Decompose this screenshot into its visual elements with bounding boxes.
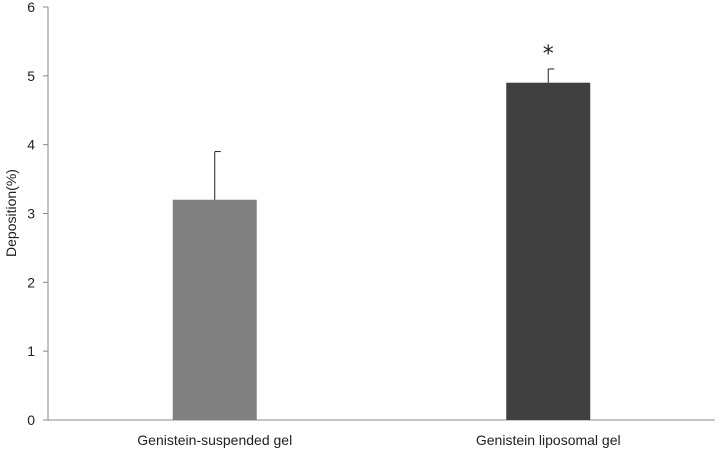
- category-label-1: Genistein liposomal gel: [476, 432, 621, 448]
- y-tick-label-1: 1: [27, 343, 35, 359]
- significance-marker-1: *: [543, 42, 554, 67]
- category-labels: Genistein-suspended gel Genistein liposom…: [137, 432, 620, 448]
- bars: *: [172, 42, 591, 420]
- y-tick-label-4: 4: [27, 137, 35, 153]
- category-label-0: Genistein-suspended gel: [137, 432, 292, 448]
- y-tick-label-6: 6: [27, 0, 35, 15]
- y-axis: 0 1 2 3 4 5 6: [27, 0, 49, 428]
- y-tick-label-0: 0: [27, 412, 35, 428]
- y-axis-title: Deposition(%): [3, 169, 19, 257]
- y-tick-label-2: 2: [27, 274, 35, 290]
- bar-1: [506, 82, 591, 420]
- y-tick-label-5: 5: [27, 68, 35, 84]
- y-tick-label-3: 3: [27, 206, 35, 222]
- bar-0: [172, 199, 257, 420]
